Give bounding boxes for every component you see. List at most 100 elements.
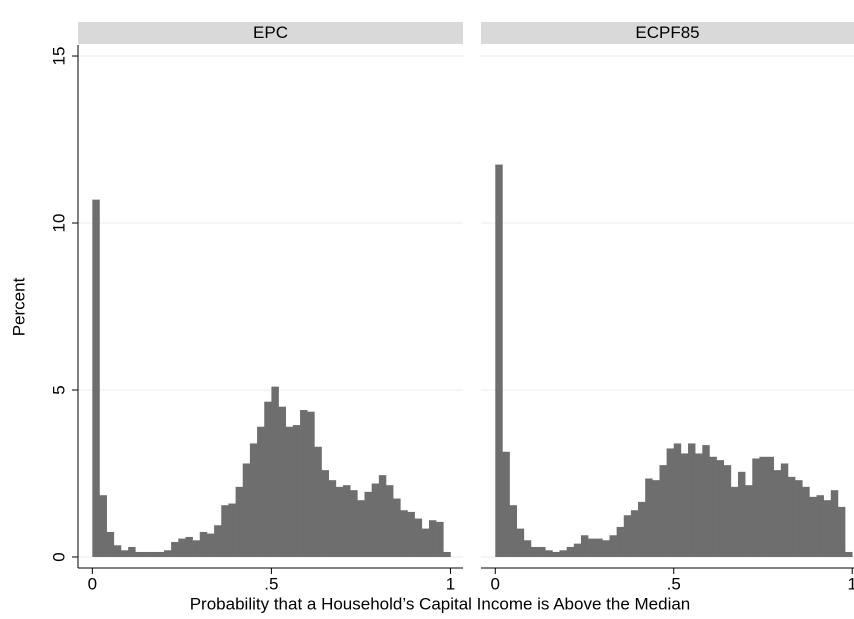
bar [128, 546, 136, 557]
bar [292, 425, 301, 557]
y-axis-label: Percent [9, 277, 28, 336]
bar [171, 541, 179, 557]
bar [92, 199, 100, 557]
bar [787, 476, 796, 557]
bar [221, 505, 229, 557]
bar [314, 446, 322, 557]
bar [113, 545, 122, 557]
bar [271, 386, 279, 557]
bar [371, 483, 380, 557]
bar [516, 528, 525, 557]
bar [766, 456, 774, 557]
bar [530, 546, 539, 557]
x-axis-label: Probability that a Household’s Capital I… [190, 594, 691, 613]
bar [414, 518, 423, 557]
bar [156, 551, 165, 557]
x-tick-label: .5 [667, 574, 681, 593]
y-tick-label: 5 [49, 385, 68, 394]
bar [149, 551, 158, 557]
bar [702, 445, 710, 557]
bar [321, 470, 329, 557]
bar [228, 503, 236, 557]
bar [307, 411, 315, 557]
bar [595, 538, 603, 557]
bar [759, 456, 767, 557]
bar [745, 485, 753, 557]
x-tick-label: 1 [847, 574, 854, 593]
bar [723, 465, 732, 557]
bar [350, 490, 358, 557]
x-tick-label: 0 [88, 574, 97, 593]
bar [780, 463, 789, 557]
bar [378, 475, 387, 557]
bar [837, 506, 846, 557]
bar [695, 453, 703, 557]
bar [502, 451, 510, 557]
bar [802, 486, 810, 557]
bar [809, 496, 817, 557]
panel-title: EPC [253, 23, 288, 42]
bar [185, 536, 193, 557]
bar [616, 526, 625, 557]
bar [300, 410, 308, 557]
bar [120, 550, 129, 557]
bar [495, 164, 503, 557]
bar [106, 531, 115, 557]
bar [523, 540, 532, 557]
bar [443, 551, 451, 557]
bar [795, 480, 803, 557]
bar [421, 528, 430, 557]
bar [752, 458, 760, 557]
bar [623, 515, 632, 557]
bar [192, 540, 201, 557]
bar [845, 551, 853, 557]
bar [242, 463, 251, 557]
bar [428, 520, 437, 557]
bar [328, 480, 337, 557]
bar [285, 426, 294, 557]
bar [538, 546, 546, 557]
x-tick-label: .5 [264, 574, 278, 593]
bar [830, 490, 839, 557]
bar [709, 456, 717, 557]
bar [552, 551, 560, 557]
bar [638, 501, 646, 557]
y-tick-label: 0 [49, 552, 68, 561]
bar [609, 535, 617, 557]
bar [163, 550, 172, 557]
bar [588, 538, 596, 557]
bar [816, 495, 824, 557]
bar [545, 550, 553, 557]
bar [436, 521, 444, 557]
bar [99, 495, 107, 557]
bar [645, 478, 653, 557]
bar [823, 500, 832, 557]
bar [680, 453, 689, 557]
bar [393, 498, 401, 557]
panel-header [78, 22, 463, 44]
bar [737, 471, 746, 557]
bar [559, 550, 567, 557]
bar [573, 543, 582, 557]
bar [688, 443, 696, 557]
bar [773, 470, 782, 557]
bar [264, 401, 272, 557]
bar [407, 511, 415, 557]
bar [364, 491, 372, 557]
bar [580, 535, 589, 557]
bar [135, 551, 143, 557]
x-tick-label: 0 [491, 574, 500, 593]
bar [249, 443, 258, 557]
bar [357, 500, 365, 557]
bar [235, 486, 244, 557]
bar [673, 443, 682, 557]
bar [730, 486, 739, 557]
bar [716, 460, 725, 557]
bar [142, 551, 150, 557]
x-tick-label: 1 [446, 574, 455, 593]
bar [178, 538, 186, 557]
bar [214, 525, 222, 557]
panel-title: ECPF85 [635, 23, 699, 42]
bar [666, 448, 675, 557]
